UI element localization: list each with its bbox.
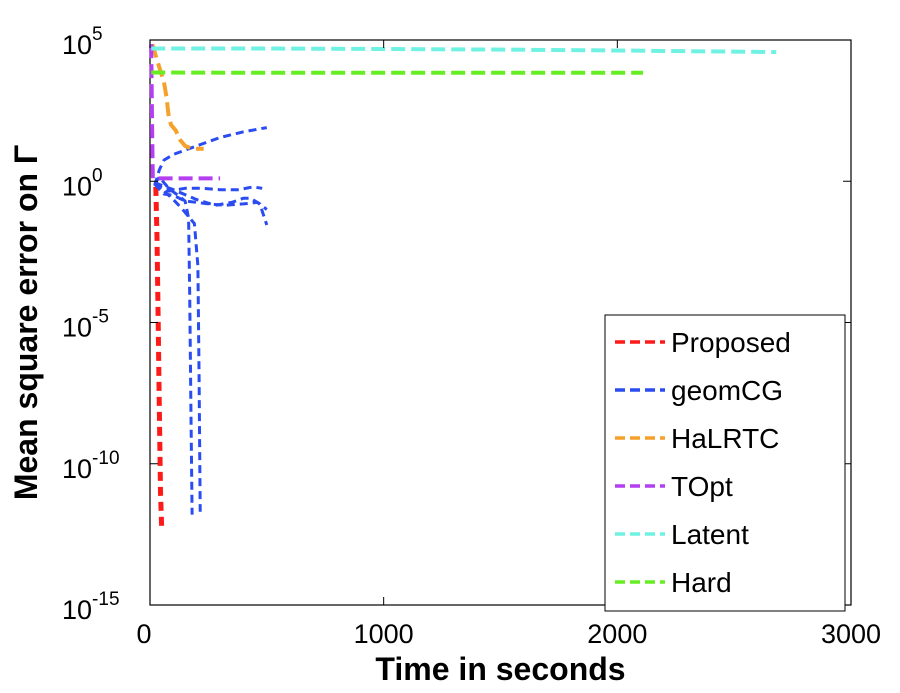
series-layer — [149, 43, 777, 529]
series-line — [151, 46, 777, 55]
legend-label: TOpt — [671, 471, 733, 502]
x-tick-label: 0 — [136, 619, 151, 649]
series-line — [154, 181, 269, 226]
y-tick-label: 10-15 — [62, 589, 120, 625]
legend-label: HaLRTC — [671, 423, 779, 454]
y-tick-label: 10-10 — [62, 448, 120, 484]
x-tick-label: 1000 — [354, 619, 414, 649]
x-axis-label: Time in seconds — [375, 651, 625, 687]
y-tick-label: 10-5 — [62, 307, 109, 343]
legend: Proposed geomCG HaLRTC TOpt Latent Hard — [604, 314, 846, 612]
series-halrtc — [150, 43, 204, 151]
series-geomcg — [153, 126, 269, 515]
series-line — [153, 126, 268, 186]
legend-box — [604, 314, 846, 612]
series-topt — [149, 44, 221, 181]
series-line — [149, 44, 221, 181]
series-line — [154, 182, 263, 193]
series-line — [150, 43, 204, 151]
y-tick-label: 105 — [62, 24, 103, 60]
legend-label: Proposed — [671, 327, 791, 358]
y-tick-label: 100 — [62, 165, 103, 201]
legend-label: geomCG — [671, 375, 783, 406]
legend-label: Latent — [671, 519, 749, 550]
x-tick-label: 2000 — [587, 619, 647, 649]
legend-label: Hard — [671, 567, 732, 598]
x-tick-label: 3000 — [821, 619, 881, 649]
ticks-layer: 0 1000 2000 3000 105 100 10-5 10-10 10-15 — [62, 24, 881, 649]
y-axis-label: Mean square error on Γ — [8, 145, 44, 500]
series-latent — [151, 46, 777, 55]
series-line — [153, 183, 268, 211]
